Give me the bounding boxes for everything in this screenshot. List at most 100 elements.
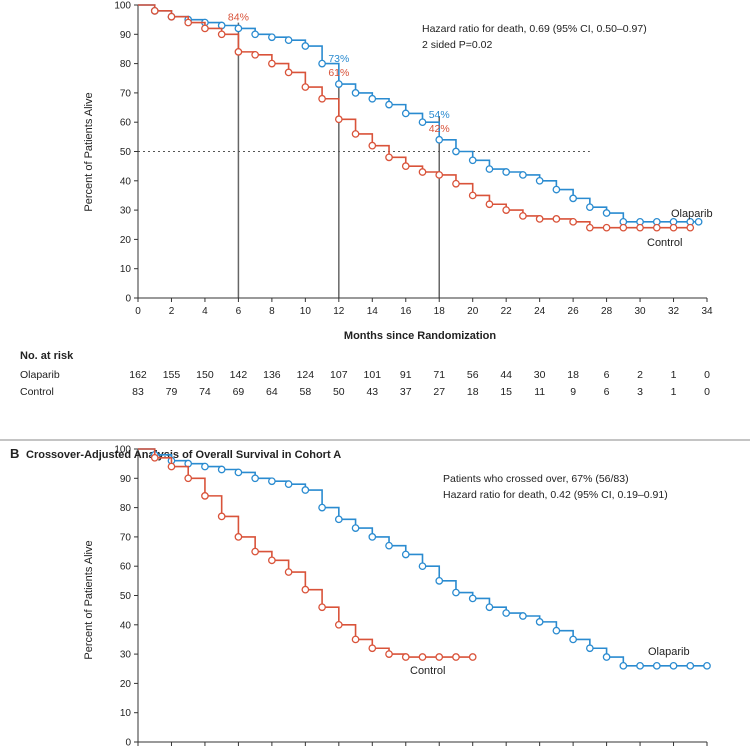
censor-marker-control <box>485 200 494 209</box>
panel-b-y-axis-label: Percent of Patients Alive <box>83 540 95 659</box>
censor-marker-olaparib <box>368 533 377 541</box>
risk-row-label-olaparib: Olaparib <box>20 369 60 381</box>
risk-table-cell: 30 <box>534 369 546 381</box>
censor-marker-olaparib <box>318 503 326 512</box>
y-tick-label: 40 <box>120 176 132 187</box>
censor-marker-control <box>418 653 427 661</box>
risk-table-cell: 150 <box>196 369 214 381</box>
risk-table-cell: 107 <box>330 369 348 381</box>
censor-marker-control <box>284 68 293 77</box>
x-tick-label: 8 <box>269 306 275 317</box>
panel-b-axes: 0 10 20 30 40 50 60 70 80 90 100 <box>114 445 708 749</box>
censor-marker-control <box>268 556 276 565</box>
censor-marker-olaparib <box>485 603 494 612</box>
x-tick-label: 6 <box>236 306 242 317</box>
censor-marker-control <box>234 48 243 56</box>
censor-marker-olaparib <box>418 118 427 127</box>
censor-marker-control <box>284 568 293 576</box>
censor-marker-control <box>452 179 460 188</box>
censor-marker-olaparib <box>334 80 343 88</box>
control-curve-label: Control <box>647 237 682 249</box>
y-tick-label: 100 <box>114 1 131 12</box>
risk-table-cell: 2 <box>637 369 643 381</box>
censor-marker-control <box>301 83 310 91</box>
panel-b-letter: B <box>10 446 19 461</box>
y-tick-label: 80 <box>120 59 132 70</box>
censor-marker-olaparib <box>535 618 544 626</box>
risk-table-cell: 6 <box>604 386 610 398</box>
risk-table-cell: 69 <box>233 386 245 398</box>
y-tick-label: 100 <box>114 445 131 456</box>
risk-row-label-control: Control <box>20 386 54 398</box>
censor-marker-olaparib <box>502 168 511 176</box>
censor-marker-control <box>619 223 628 232</box>
x-tick-label: 26 <box>568 306 580 317</box>
y-tick-label: 0 <box>125 738 131 749</box>
risk-table-cell: 15 <box>500 386 512 398</box>
risk-table-cell: 1 <box>671 386 677 398</box>
censor-marker-control <box>468 191 477 200</box>
risk-table-cell: 136 <box>263 369 281 381</box>
censor-marker-olaparib <box>468 156 477 165</box>
censor-marker-olaparib <box>251 30 259 39</box>
censor-marker-control <box>334 620 343 629</box>
censor-marker-olaparib <box>401 109 410 118</box>
censor-marker-control <box>217 30 226 39</box>
censor-marker-control <box>452 653 460 661</box>
censor-marker-olaparib <box>686 661 695 670</box>
censor-marker-olaparib <box>234 24 243 33</box>
censor-marker-olaparib <box>217 465 226 474</box>
censor-marker-control <box>435 171 444 179</box>
risk-table-cell: 44 <box>500 369 512 381</box>
risk-table-cell: 0 <box>704 369 710 381</box>
censor-marker-olaparib <box>694 217 703 226</box>
censor-marker-olaparib <box>636 661 644 670</box>
risk-table-values: 162 155 150 142 136 124 107 101 91 71 56 44 30 18 6 2 1 0… <box>129 369 710 398</box>
censor-marker-control <box>201 24 209 33</box>
censor-marker-olaparib <box>652 661 661 670</box>
censor-marker-control <box>602 223 611 232</box>
x-tick-label: 10 <box>300 306 312 317</box>
risk-table-cell: 1 <box>671 369 677 381</box>
x-tick-label: 24 <box>534 306 546 317</box>
risk-table-cell: 71 <box>433 369 445 381</box>
censor-marker-olaparib <box>452 588 460 597</box>
censor-marker-olaparib <box>435 576 444 585</box>
censor-marker-olaparib <box>401 550 410 559</box>
censor-marker-olaparib <box>435 135 444 144</box>
y-tick-label: 90 <box>120 30 132 41</box>
landmark-label-olaparib: 54% <box>429 109 450 121</box>
y-tick-label: 50 <box>120 147 132 158</box>
censor-marker-olaparib <box>619 661 628 670</box>
risk-table-cell: 43 <box>366 386 378 398</box>
panel-b-hazard-ratio-text: Hazard ratio for death, 0.42 (95% CI, 0.… <box>443 489 668 501</box>
risk-table-cell: 142 <box>230 369 248 381</box>
censor-marker-olaparib <box>284 480 293 489</box>
censor-marker-control <box>301 585 310 594</box>
censor-marker-olaparib <box>703 661 711 670</box>
panel-a-series <box>138 4 703 232</box>
censor-marker-control <box>418 168 427 176</box>
censor-marker-control <box>586 223 594 232</box>
censor-marker-control <box>401 653 410 661</box>
y-tick-label: 30 <box>120 206 132 217</box>
risk-table-cell: 91 <box>400 369 412 381</box>
censor-marker-control <box>268 59 276 68</box>
risk-table-cell: 83 <box>132 386 144 398</box>
censor-marker-control <box>184 18 193 27</box>
risk-table-cell: 9 <box>570 386 576 398</box>
censor-marker-olaparib <box>234 468 243 477</box>
series-line-control <box>138 4 691 229</box>
x-tick-label: 0 <box>135 306 141 317</box>
censor-marker-olaparib <box>552 626 561 635</box>
y-tick-label: 80 <box>120 503 132 514</box>
censor-marker-control <box>318 603 326 612</box>
risk-table-cell: 0 <box>704 386 710 398</box>
olaparib-curve-label: Olaparib <box>671 208 713 220</box>
risk-table-cell: 27 <box>433 386 445 398</box>
censor-marker-olaparib <box>268 33 276 42</box>
y-tick-label: 0 <box>125 294 131 305</box>
panel-b-title: Crossover-Adjusted Analysis of Overall S… <box>26 449 341 461</box>
